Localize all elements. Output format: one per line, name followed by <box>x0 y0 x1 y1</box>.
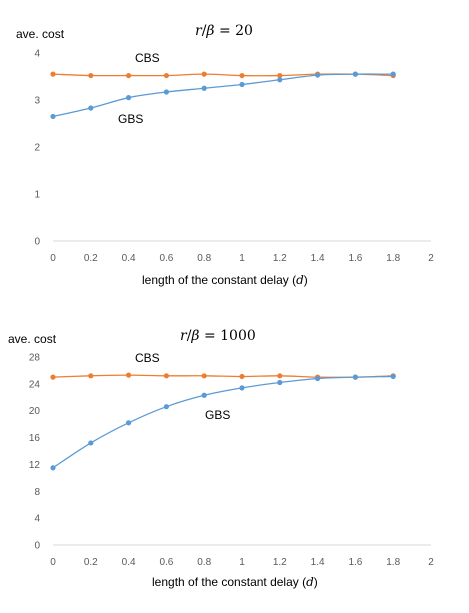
chart-1-x-tick-label: 1.2 <box>273 253 287 264</box>
chart-2-cbs-point <box>50 374 56 380</box>
chart-2-gbs-point <box>239 385 245 391</box>
chart-1-gbs-point <box>126 95 132 101</box>
chart-2-y-tick-label: 0 <box>34 541 40 552</box>
chart-2-y-tick-label: 4 <box>34 514 40 525</box>
chart-1-cbs-point <box>239 72 245 79</box>
chart-1-gbs-point <box>201 85 207 91</box>
chart-2-y-axis-label: ave. cost <box>8 332 57 346</box>
chart-1-gbs-point <box>163 89 169 95</box>
chart-1-x-ticks: 0 0.2 0.4 0.6 0.8 1 1.2 1.4 1.6 1.8 2 <box>50 253 434 264</box>
chart-2-x-tick-label: 0.4 <box>122 557 136 568</box>
chart-2-gbs-line <box>52 375 394 469</box>
chart-1-cbs-point <box>88 72 94 79</box>
chart-2-y-tick-label: 24 <box>29 379 41 390</box>
chart-2-title: r/β = 1000 <box>180 328 256 344</box>
chart-2-cbs-point <box>163 373 169 379</box>
chart-2-x-tick-label: 2 <box>428 557 434 568</box>
chart-2-gbs-point <box>352 374 358 380</box>
chart-1-gbs-point <box>390 71 396 77</box>
chart-1-x-tick-label: 1 <box>239 253 245 264</box>
chart-1-x-tick-label: 0 <box>50 253 56 264</box>
chart-1-plot <box>50 71 396 120</box>
chart-1-cbs-point <box>126 72 132 79</box>
chart-1-x-tick-label: 1.6 <box>348 253 362 264</box>
chart-1-y-ticks: 0 1 2 3 4 <box>34 49 40 248</box>
chart-1-gbs-point <box>50 113 56 120</box>
chart-2-cbs-point <box>126 372 132 378</box>
chart-2-x-tick-label: 1.2 <box>273 557 287 568</box>
chart-2-y-ticks: 0 4 8 12 16 20 24 28 <box>29 353 41 552</box>
chart-1-y-tick-label: 1 <box>34 190 40 201</box>
chart-1-cbs-point <box>163 72 169 79</box>
chart-2-y-tick-label: 12 <box>29 460 41 471</box>
chart-2-gbs-point <box>201 392 207 398</box>
chart-2-y-tick-label: 20 <box>29 406 41 417</box>
chart-2-x-tick-label: 1.6 <box>348 557 362 568</box>
chart-1-y-tick-label: 0 <box>34 237 40 248</box>
chart-2-x-tick-label: 1.4 <box>311 557 325 568</box>
chart-2-cbs-point <box>239 373 245 380</box>
chart-2-x-tick-label: 1.8 <box>386 557 400 568</box>
chart-1-cbs-point <box>201 71 207 77</box>
chart-2-y-tick-label: 16 <box>29 433 41 444</box>
chart-2-y-tick-label: 28 <box>29 353 41 364</box>
chart-2-cbs-label: CBS <box>135 351 160 365</box>
chart-1-gbs-point <box>277 77 283 83</box>
chart-1-y-tick-label: 3 <box>34 96 40 107</box>
chart-1-x-tick-label: 0.8 <box>197 253 211 264</box>
chart-1-cbs-point <box>50 71 56 77</box>
chart-1-gbs-point <box>239 81 245 88</box>
chart-1-gbs-point <box>352 71 358 77</box>
chart-2-cbs-point <box>88 373 94 379</box>
chart-2-x-tick-label: 0.6 <box>159 557 173 568</box>
chart-1-gbs-point <box>88 105 94 111</box>
chart-2-x-ticks: 0 0.2 0.4 0.6 0.8 1 1.2 1.4 1.6 1.8 2 <box>50 557 434 568</box>
chart-2-plot <box>50 372 396 471</box>
chart-1-x-tick-label: 0.4 <box>122 253 136 264</box>
chart-2-y-tick-label: 8 <box>34 487 40 498</box>
chart-2-cbs-point <box>277 373 283 379</box>
chart-1-x-tick-label: 1.8 <box>386 253 400 264</box>
chart-2-cbs-point <box>201 373 207 379</box>
chart-2-x-axis-label: length of the constant delay (d) <box>152 575 318 589</box>
chart-2-gbs-point <box>277 379 283 386</box>
chart-1-x-tick-label: 0.6 <box>159 253 173 264</box>
chart-2-x-tick-label: 1 <box>239 557 245 568</box>
chart-1-x-tick-label: 1.4 <box>311 253 325 264</box>
chart-2-gbs-point <box>315 375 321 382</box>
chart-1-gbs-point <box>315 72 321 78</box>
chart-2-gbs-label: GBS <box>205 408 230 422</box>
chart-1: r/β = 20 ave. cost 0 1 2 3 4 0 0.2 0.4 0.6 0.8 1 1… <box>16 23 434 287</box>
chart-2-gbs-point <box>50 465 56 471</box>
chart-2-gbs-point <box>390 373 396 380</box>
chart-2-x-tick-label: 0.2 <box>84 557 98 568</box>
chart-1-gbs-label: GBS <box>118 112 143 126</box>
chart-1-gbs-line <box>52 73 394 118</box>
chart-1-cbs-label: CBS <box>135 51 160 65</box>
chart-2-x-tick-label: 0.8 <box>197 557 211 568</box>
chart-1-y-tick-label: 2 <box>34 143 40 154</box>
chart-1-y-axis-label: ave. cost <box>16 27 65 41</box>
chart-1-title: r/β = 20 <box>195 23 253 39</box>
chart-1-cbs-point <box>277 72 283 79</box>
chart-2-x-tick-label: 0 <box>50 557 56 568</box>
chart-1-x-axis-label: length of the constant delay (d) <box>142 273 308 287</box>
chart-1-x-tick-label: 0.2 <box>84 253 98 264</box>
chart-2-gbs-point <box>88 440 94 446</box>
chart-1-y-tick-label: 4 <box>34 49 40 60</box>
chart-1-x-tick-label: 2 <box>428 253 434 264</box>
chart-2-gbs-point <box>163 404 169 410</box>
chart-2-gbs-point <box>126 420 132 426</box>
